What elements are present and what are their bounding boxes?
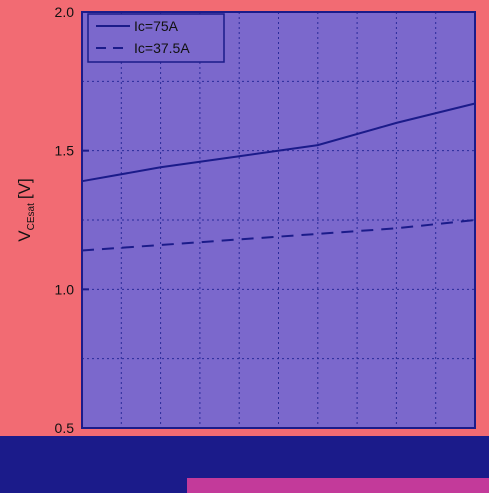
- y-tick-label: 2.0: [55, 4, 75, 20]
- legend-box: [87, 13, 225, 63]
- y-axis-title: VCEsat [V]: [15, 178, 37, 241]
- y-tick-label: 1.0: [55, 281, 75, 297]
- y-tick-label: 1.5: [55, 143, 75, 159]
- legend: Ic=75A Ic=37.5A: [87, 13, 225, 63]
- legend-label: Ic=75A: [134, 18, 179, 34]
- y-axis-title-subscript: CEsat: [26, 203, 37, 230]
- series-layer: [81, 102, 476, 252]
- series-line-ic-37-5a: [81, 219, 476, 252]
- y-axis-ticks: 0.5 1.0 1.5 2.0: [55, 4, 89, 436]
- y-tick-label: 0.5: [55, 420, 75, 436]
- plot-frame: [81, 11, 476, 429]
- legend-label: Ic=37.5A: [134, 40, 190, 56]
- x-axis-title-band: [187, 478, 489, 493]
- series-line-ic-75a: [81, 102, 476, 183]
- y-axis-title-unit: [V]: [15, 178, 34, 199]
- y-axis-title-main: V: [15, 230, 34, 242]
